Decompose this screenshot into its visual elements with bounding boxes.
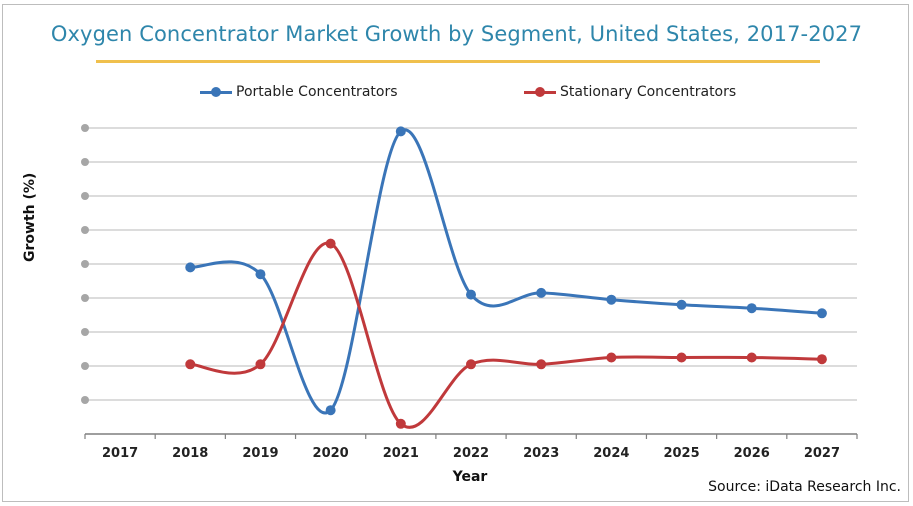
- y-tick-dot: [81, 192, 89, 200]
- y-tick-dot: [81, 226, 89, 234]
- x-tick-label: 2020: [313, 446, 349, 461]
- x-tick-label: 2024: [593, 446, 629, 461]
- data-point-portable-concentrators: [536, 287, 547, 298]
- data-point-stationary-concentrators: [816, 354, 827, 365]
- x-tick-label: 2025: [663, 446, 699, 461]
- data-point-stationary-concentrators: [255, 359, 266, 370]
- data-point-portable-concentrators: [395, 126, 406, 137]
- title-underline: [96, 60, 820, 63]
- chart-title: Oxygen Concentrator Market Growth by Seg…: [50, 22, 863, 46]
- x-tick-label: 2019: [242, 446, 278, 461]
- legend-item-portable[interactable]: Portable Concentrators: [200, 84, 398, 100]
- data-point-portable-concentrators: [816, 308, 827, 319]
- x-tick-label: 2027: [804, 446, 840, 461]
- data-point-portable-concentrators: [185, 262, 196, 273]
- y-tick-dot: [81, 260, 89, 268]
- series-line-portable-concentrators: [188, 128, 824, 415]
- data-point-portable-concentrators: [325, 405, 336, 416]
- x-tick-label: 2018: [172, 446, 208, 461]
- x-tick-label: 2023: [523, 446, 559, 461]
- data-point-portable-concentrators: [466, 289, 476, 300]
- data-point-portable-concentrators: [255, 269, 266, 280]
- y-tick-dot: [81, 328, 89, 336]
- series-line-stationary-concentrators: [188, 241, 824, 429]
- x-tick-label: 2017: [102, 446, 138, 461]
- data-point-stationary-concentrators: [325, 238, 336, 249]
- data-point-portable-concentrators: [746, 303, 757, 314]
- data-point-stationary-concentrators: [746, 352, 757, 363]
- data-point-stationary-concentrators: [676, 352, 687, 363]
- data-point-stationary-concentrators: [606, 352, 617, 363]
- x-tick-label: 2026: [734, 446, 770, 461]
- legend-marker-portable-icon: [200, 87, 232, 97]
- data-point-portable-concentrators: [606, 294, 617, 305]
- x-tick-label: 2022: [453, 446, 489, 461]
- data-point-portable-concentrators: [676, 299, 687, 310]
- y-tick-dot: [81, 396, 89, 404]
- legend-label-stationary: Stationary Concentrators: [560, 84, 737, 100]
- data-point-stationary-concentrators: [395, 418, 406, 429]
- y-tick-dot: [81, 124, 89, 132]
- y-axis-title: Growth (%): [22, 172, 38, 262]
- source-note: Source: iData Research Inc.: [708, 479, 901, 495]
- chart-frame: [2, 4, 909, 502]
- legend-item-stationary[interactable]: Stationary Concentrators: [524, 84, 736, 100]
- data-point-stationary-concentrators: [536, 359, 547, 370]
- x-tick-label: 2021: [383, 446, 419, 461]
- legend-marker-stationary-icon: [524, 87, 556, 97]
- legend-label-portable: Portable Concentrators: [236, 84, 398, 100]
- y-tick-dot: [81, 294, 89, 302]
- data-point-stationary-concentrators: [466, 359, 476, 370]
- data-point-stationary-concentrators: [185, 359, 196, 370]
- x-axis-title: Year: [452, 469, 488, 485]
- y-tick-dot: [81, 362, 89, 370]
- y-tick-dot: [81, 158, 89, 166]
